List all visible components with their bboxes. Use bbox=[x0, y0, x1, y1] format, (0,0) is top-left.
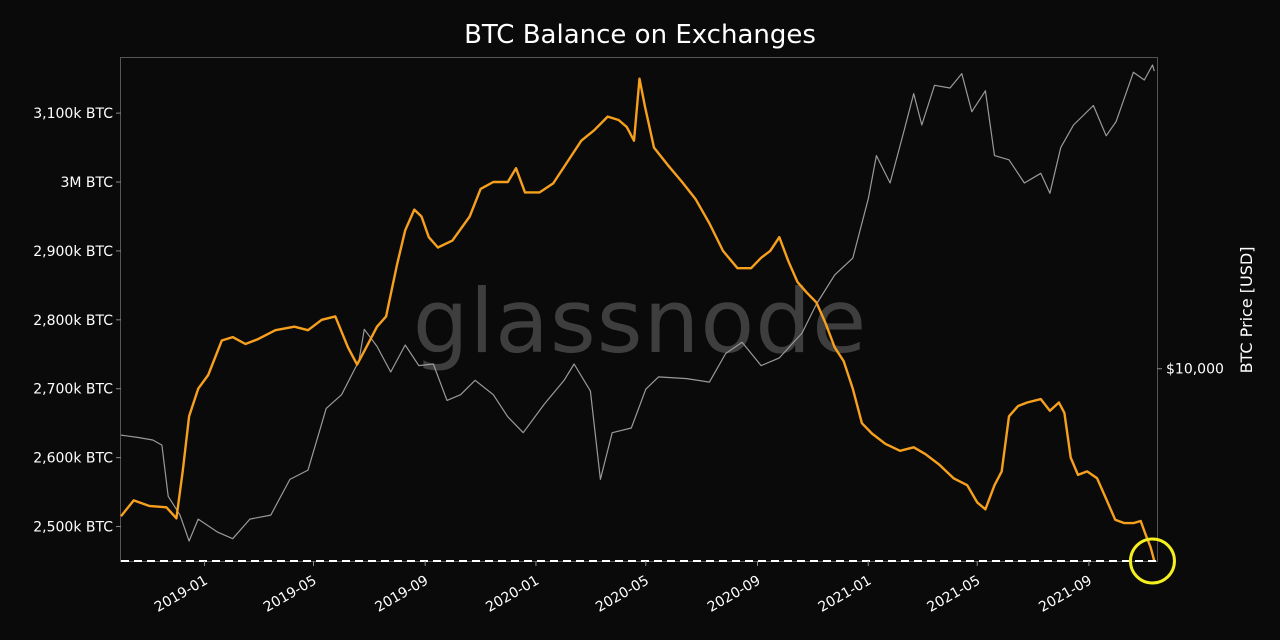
chart-title: BTC Balance on Exchanges bbox=[464, 20, 816, 50]
y-tick-label: 3M BTC bbox=[60, 175, 113, 191]
x-tick-label: 2019-01 bbox=[152, 573, 211, 616]
x-tick-label: 2020-09 bbox=[705, 573, 764, 616]
y-tick-label: 2,800k BTC bbox=[33, 313, 113, 329]
x-tick-label: 2021-01 bbox=[816, 573, 875, 616]
x-tick-label: 2020-01 bbox=[483, 573, 542, 616]
price-series-layer bbox=[120, 64, 1155, 542]
plot-frame bbox=[120, 57, 1158, 562]
btc-price-line bbox=[120, 64, 1155, 542]
x-tick-label: 2019-09 bbox=[373, 573, 432, 616]
y-tick-label: 3,100k BTC bbox=[33, 106, 113, 122]
right-y-axis-ticks: $10,000 bbox=[1157, 362, 1224, 378]
highlight-circle bbox=[1128, 537, 1176, 585]
y-tick-label: 2,600k BTC bbox=[33, 451, 113, 467]
balance-series-layer bbox=[120, 77, 1156, 562]
x-tick-label: 2019-05 bbox=[261, 573, 320, 616]
exchange-balance-line bbox=[120, 77, 1156, 562]
x-axis-ticks: 2019-01 2019-05 2019-09 2020-01 2020-05 2020-… bbox=[152, 561, 1095, 616]
right-tick-label: $10,000 bbox=[1166, 362, 1224, 378]
x-tick-label: 2021-05 bbox=[925, 573, 984, 616]
x-tick-label: 2021-09 bbox=[1036, 573, 1095, 616]
y-tick-label: 2,900k BTC bbox=[33, 244, 113, 260]
x-tick-label: 2020-05 bbox=[593, 573, 652, 616]
y-tick-label: 2,500k BTC bbox=[33, 520, 113, 536]
left-y-axis-ticks: 2,500k BTC 2,600k BTC 2,700k BTC 2,800k BTC… bbox=[33, 106, 121, 536]
y-tick-label: 2,700k BTC bbox=[33, 382, 113, 398]
glassnode-watermark: glassnode bbox=[413, 270, 868, 373]
right-axis-label: BTC Price [USD] bbox=[1237, 247, 1256, 374]
